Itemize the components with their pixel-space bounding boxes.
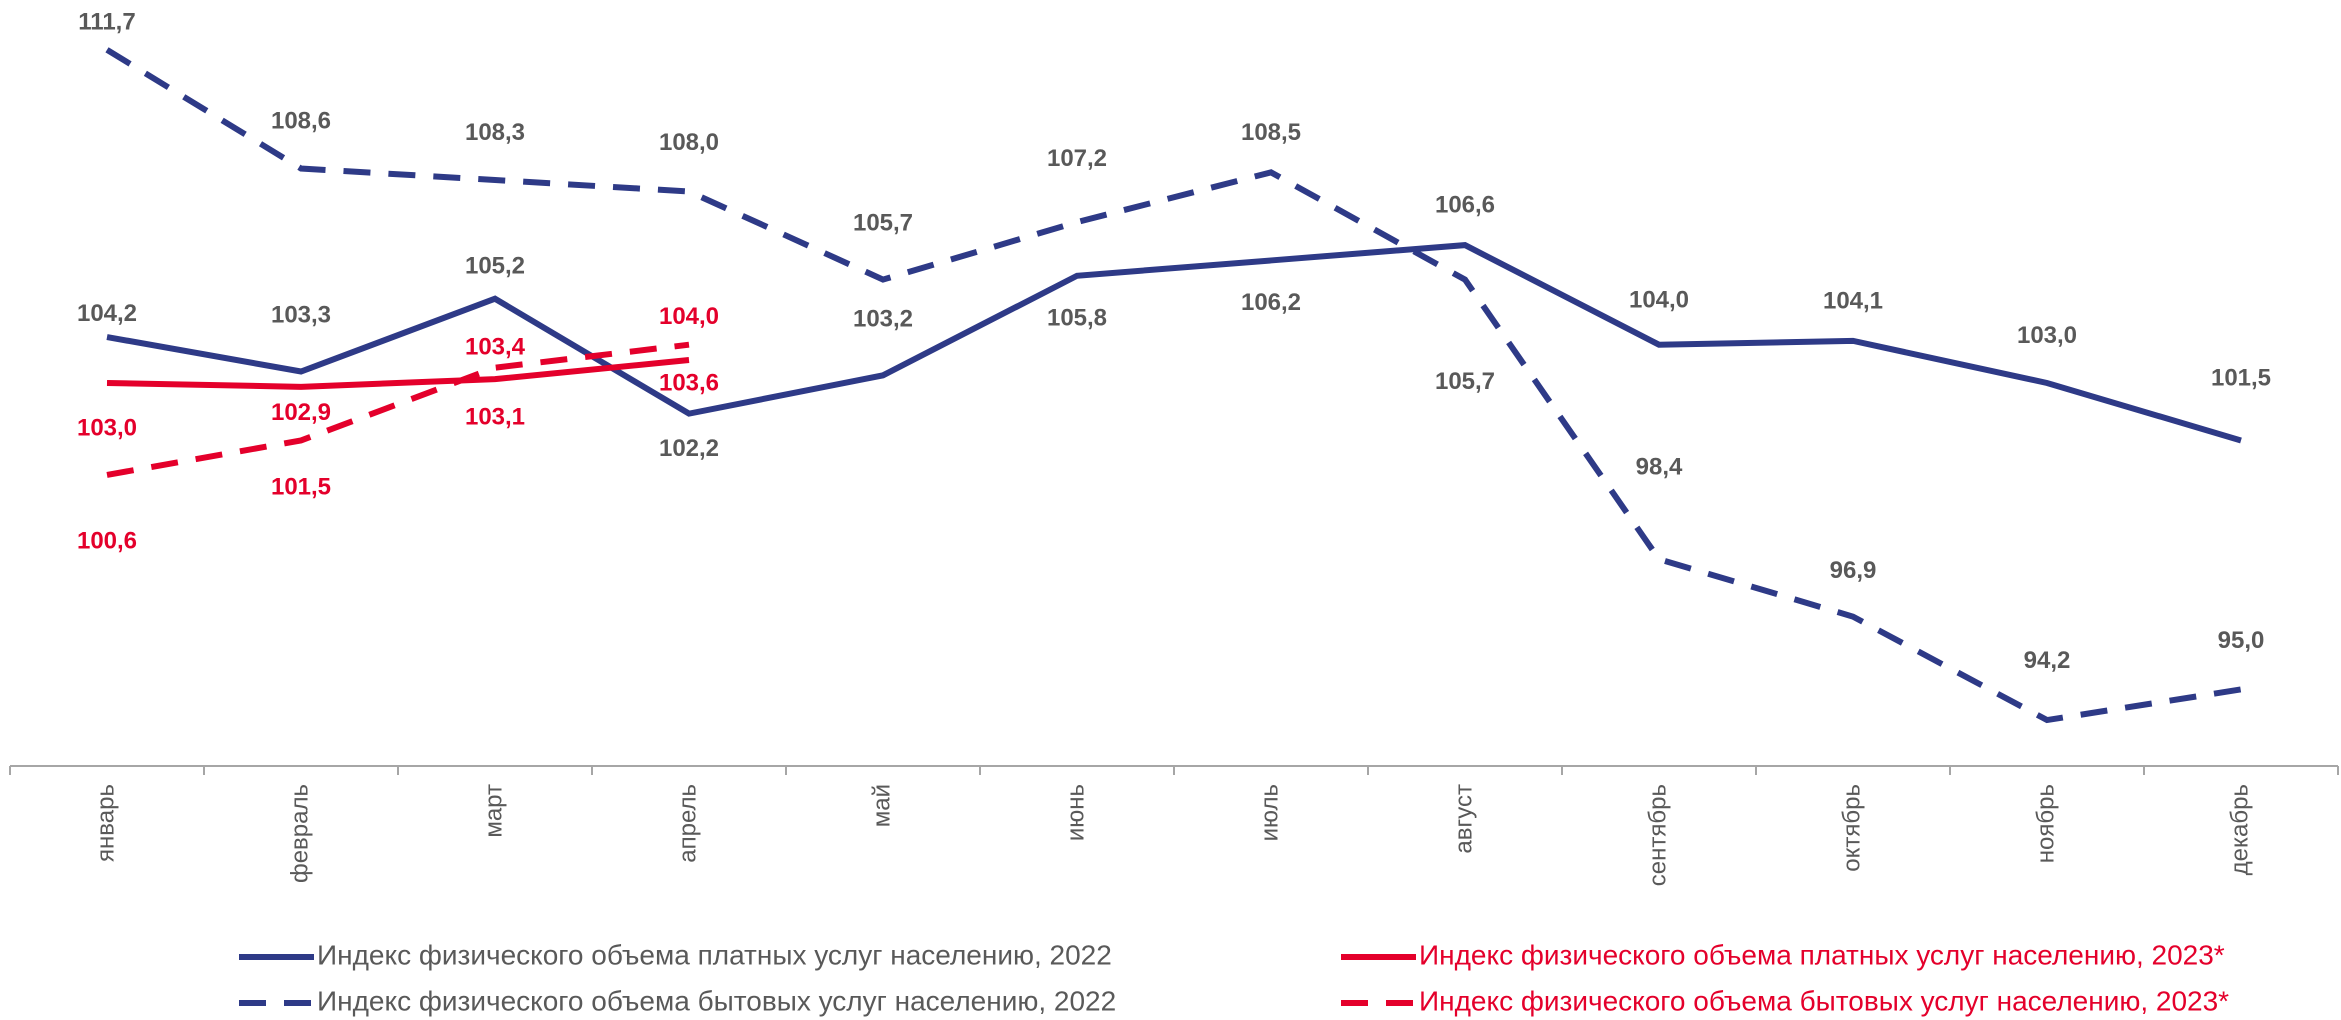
data-label: 103,3 [271,302,331,329]
data-label: 103,4 [465,334,526,361]
x-tick-label: август [1450,784,1477,854]
data-label: 98,4 [1636,453,1683,480]
x-tick-label: март [480,784,507,838]
legend-label: Индекс физического объема платных услуг … [317,939,1112,970]
legend-label: Индекс физического объема бытовых услуг … [317,985,1116,1016]
legend-label: Индекс физического объема платных услуг … [1419,939,2225,970]
x-tick-label: декабрь [2226,784,2253,875]
legend-label: Индекс физического объема бытовых услуг … [1419,985,2229,1016]
data-label: 106,6 [1435,192,1495,219]
data-label: 103,0 [2017,322,2077,349]
data-label: 102,9 [271,399,331,426]
data-label: 101,5 [2211,365,2271,392]
data-label: 104,2 [77,300,137,327]
x-tick-label: январь [92,784,119,862]
data-label: 105,2 [465,253,525,280]
data-label: 94,2 [2024,647,2071,674]
x-tick-label: июнь [1062,784,1089,841]
x-tick-label: апрель [674,784,701,863]
data-label: 104,1 [1823,287,1883,314]
series-line [106,242,2242,444]
data-label: 108,6 [271,108,331,135]
data-label: 96,9 [1830,557,1877,584]
data-label: 95,0 [2218,627,2265,654]
x-tick-label: ноябрь [2032,784,2059,863]
data-label: 105,7 [1435,368,1495,395]
x-tick-label: сентябрь [1644,784,1671,886]
data-label: 102,2 [659,435,719,462]
data-label: 103,1 [465,403,525,430]
x-tick-label: октябрь [1838,784,1865,872]
x-tick-label: июль [1256,784,1283,841]
data-label: 103,0 [77,415,137,442]
data-label: 111,7 [78,8,135,35]
data-label: 106,2 [1241,289,1301,316]
series-line [105,47,2242,724]
data-label: 105,8 [1047,304,1107,331]
series-line [106,341,690,478]
data-label: 108,0 [659,129,719,156]
data-label: 104,0 [659,303,719,330]
data-label: 108,3 [465,119,525,146]
data-label: 103,6 [659,369,719,396]
data-label: 108,5 [1241,119,1301,146]
x-tick-label: май [868,784,895,827]
data-label: 107,2 [1047,145,1107,172]
data-label: 100,6 [77,527,137,554]
data-label: 103,2 [853,305,913,332]
series-line [106,357,690,390]
data-label: 101,5 [271,474,331,501]
data-label: 105,7 [853,210,913,237]
x-tick-label: февраль [286,784,313,883]
data-label: 104,0 [1629,287,1689,314]
